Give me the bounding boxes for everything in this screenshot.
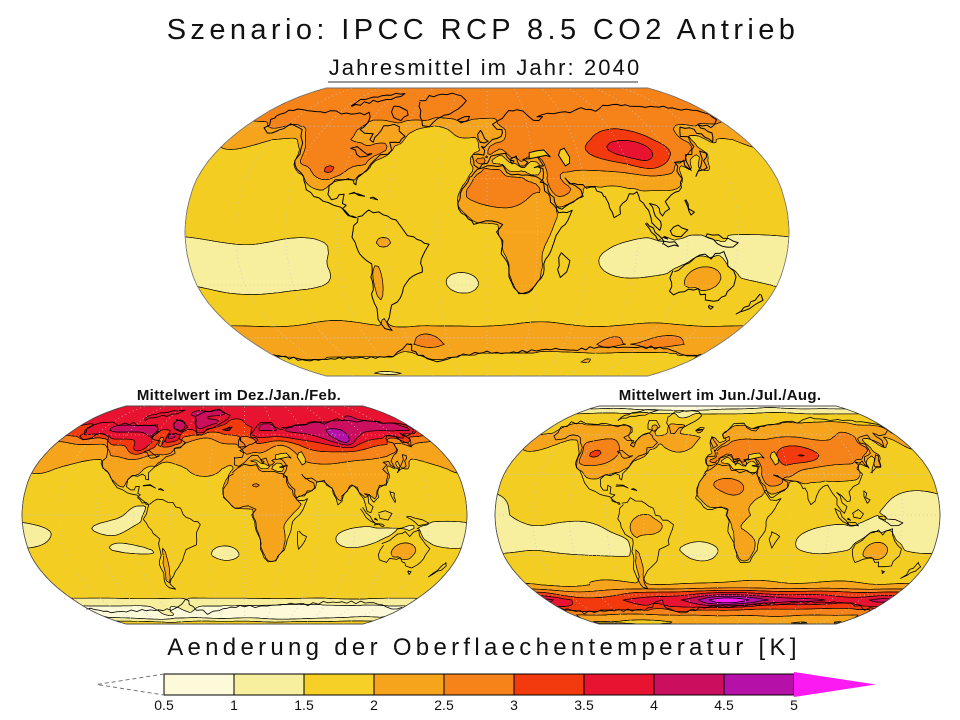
svg-text:2: 2 xyxy=(370,697,378,713)
svg-text:0.5: 0.5 xyxy=(154,697,174,713)
svg-text:5: 5 xyxy=(790,697,798,713)
svg-text:3: 3 xyxy=(510,697,518,713)
svg-text:3.5: 3.5 xyxy=(574,697,594,713)
svg-text:4: 4 xyxy=(650,697,658,713)
svg-text:2.5: 2.5 xyxy=(434,697,454,713)
svg-text:4.5: 4.5 xyxy=(714,697,734,713)
svg-text:1: 1 xyxy=(230,697,238,713)
svg-text:1.5: 1.5 xyxy=(294,697,314,713)
